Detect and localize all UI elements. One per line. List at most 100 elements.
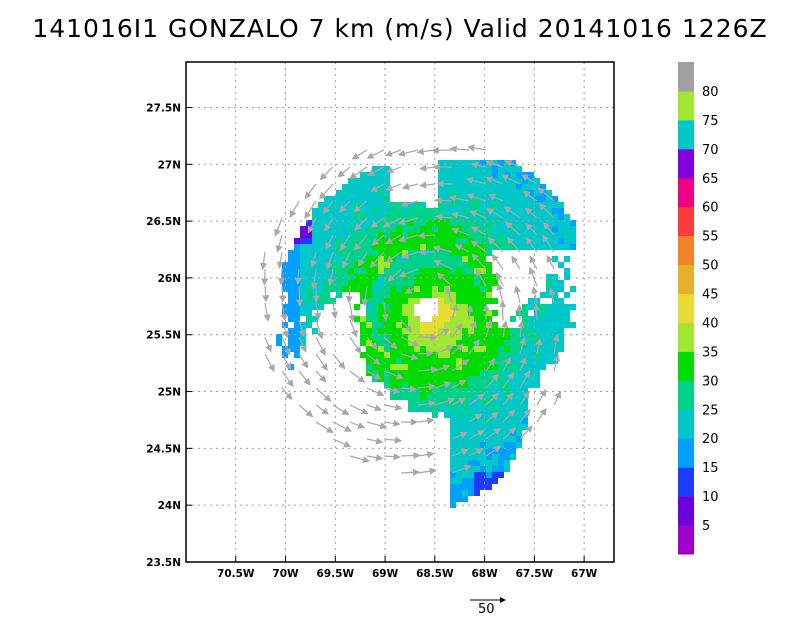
wind-cell xyxy=(480,190,486,196)
wind-arrow xyxy=(307,217,317,234)
wind-arrow xyxy=(501,320,509,338)
wind-cell xyxy=(522,352,528,358)
wind-cell xyxy=(468,316,474,322)
wind-cell xyxy=(480,292,486,298)
wind-cell xyxy=(354,196,360,202)
wind-cell xyxy=(390,262,396,268)
wind-cell xyxy=(492,214,498,220)
wind-cell xyxy=(300,268,306,274)
wind-cell xyxy=(396,280,402,286)
wind-cell xyxy=(480,196,486,202)
wind-cell xyxy=(438,394,444,400)
wind-cell xyxy=(324,220,330,226)
wind-cell xyxy=(372,196,378,202)
wind-cell xyxy=(438,268,444,274)
wind-cell xyxy=(480,166,486,172)
wind-cell xyxy=(426,292,432,298)
wind-arrow xyxy=(330,302,338,319)
wind-cell xyxy=(492,298,498,304)
wind-cell xyxy=(288,274,294,280)
wind-cell xyxy=(468,226,474,232)
wind-cell xyxy=(294,352,300,358)
wind-cell xyxy=(528,232,534,238)
wind-cell xyxy=(438,406,444,412)
wind-cell xyxy=(498,436,504,442)
wind-cell xyxy=(540,322,546,328)
wind-arrow xyxy=(400,353,419,361)
wind-cell xyxy=(408,322,414,328)
wind-cell xyxy=(534,184,540,190)
wind-cell xyxy=(414,352,420,358)
wind-arrow xyxy=(366,370,382,380)
wind-arrow xyxy=(485,358,496,372)
wind-cell xyxy=(480,370,486,376)
wind-cell xyxy=(408,226,414,232)
wind-cell xyxy=(480,328,486,334)
wind-cell xyxy=(378,202,384,208)
wind-cell xyxy=(444,388,450,394)
wind-cell xyxy=(360,280,366,286)
wind-arrow xyxy=(383,403,403,411)
wind-cell xyxy=(492,328,498,334)
wind-cell xyxy=(462,208,468,214)
wind-cell xyxy=(372,352,378,358)
wind-cell xyxy=(456,304,462,310)
wind-cell xyxy=(408,202,414,208)
wind-cell xyxy=(372,250,378,256)
wind-arrow xyxy=(401,251,419,259)
wind-cell xyxy=(468,436,474,442)
wind-arrow xyxy=(281,336,291,356)
wind-arrow xyxy=(400,451,421,460)
wind-cell xyxy=(510,340,516,346)
wind-arrow xyxy=(538,203,555,219)
wind-cell xyxy=(450,358,456,364)
wind-cell xyxy=(516,208,522,214)
wind-cell xyxy=(498,334,504,340)
wind-cell xyxy=(438,184,444,190)
wind-cell xyxy=(396,334,402,340)
wind-cell xyxy=(396,292,402,298)
wind-cell xyxy=(534,238,540,244)
wind-cell xyxy=(474,328,480,334)
wind-cell xyxy=(372,268,378,274)
lat-tick-label: 27N xyxy=(158,159,181,171)
wind-cell xyxy=(474,304,480,310)
wind-cell xyxy=(450,328,456,334)
wind-cell xyxy=(444,358,450,364)
wind-cell xyxy=(528,196,534,202)
colorbar-label: 20 xyxy=(702,432,719,447)
wind-cell xyxy=(498,340,504,346)
wind-cell xyxy=(384,364,390,370)
wind-cell xyxy=(534,376,540,382)
wind-cell xyxy=(558,346,564,352)
wind-cell xyxy=(534,358,540,364)
wind-cell xyxy=(486,484,492,490)
wind-cell xyxy=(486,202,492,208)
wind-cell xyxy=(546,316,552,322)
wind-cell xyxy=(414,292,420,298)
wind-cell xyxy=(342,268,348,274)
wind-cell xyxy=(444,292,450,298)
wind-cell xyxy=(492,184,498,190)
wind-cell xyxy=(486,406,492,412)
wind-cell xyxy=(552,352,558,358)
wind-cell xyxy=(546,196,552,202)
wind-cell xyxy=(474,250,480,256)
wind-cell xyxy=(312,220,318,226)
wind-cell xyxy=(318,232,324,238)
wind-cell xyxy=(438,256,444,262)
wind-arrow xyxy=(315,319,324,340)
wind-cell xyxy=(420,328,426,334)
wind-cell xyxy=(444,208,450,214)
wind-cell xyxy=(312,208,318,214)
wind-cell xyxy=(366,328,372,334)
wind-cell xyxy=(420,274,426,280)
wind-arrow xyxy=(470,240,487,253)
wind-cell xyxy=(384,280,390,286)
wind-cell xyxy=(564,238,570,244)
wind-cell xyxy=(366,310,372,316)
wind-arrow xyxy=(315,336,326,356)
wind-cell xyxy=(468,478,474,484)
wind-cell xyxy=(456,208,462,214)
wind-cell xyxy=(492,172,498,178)
